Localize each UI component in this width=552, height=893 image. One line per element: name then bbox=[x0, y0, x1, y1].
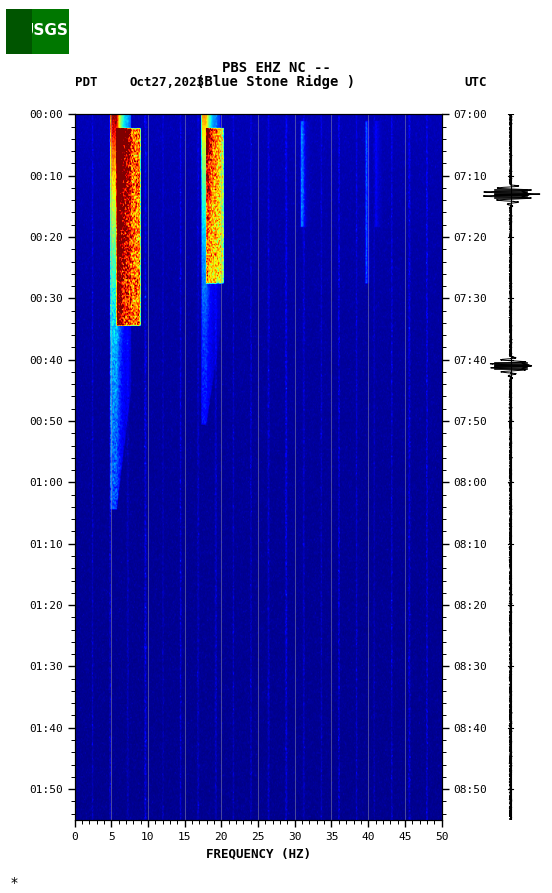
Text: Oct27,2023: Oct27,2023 bbox=[130, 76, 205, 88]
Text: PDT: PDT bbox=[75, 76, 97, 88]
Text: UTC: UTC bbox=[465, 76, 487, 88]
Text: USGS: USGS bbox=[22, 23, 68, 38]
Text: *: * bbox=[11, 876, 18, 890]
X-axis label: FREQUENCY (HZ): FREQUENCY (HZ) bbox=[205, 847, 311, 860]
Text: PBS EHZ NC --: PBS EHZ NC -- bbox=[221, 61, 331, 75]
Text: (Blue Stone Ridge ): (Blue Stone Ridge ) bbox=[197, 75, 355, 89]
